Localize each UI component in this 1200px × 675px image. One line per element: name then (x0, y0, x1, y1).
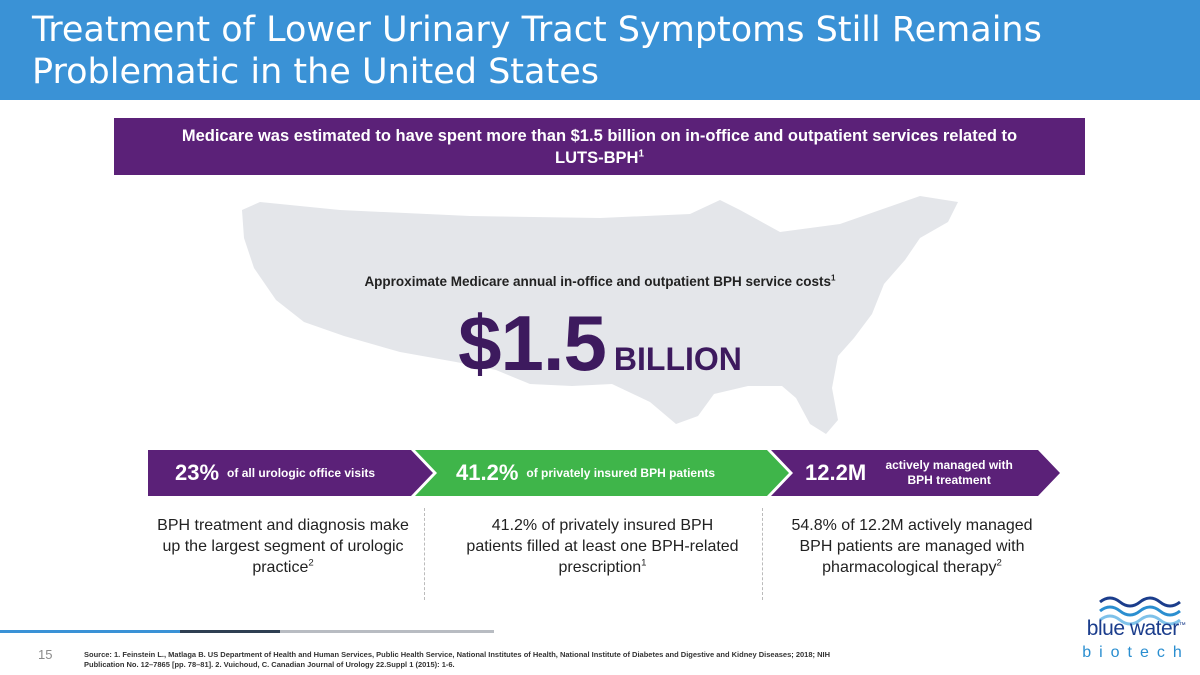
logo-line1: blue water (1086, 617, 1179, 640)
page-number: 15 (38, 647, 53, 662)
slide-title: Treatment of Lower Urinary Tract Symptom… (32, 10, 1042, 92)
summary-banner: Medicare was estimated to have spent mor… (114, 118, 1085, 175)
header-bar: Treatment of Lower Urinary Tract Symptom… (0, 0, 1200, 100)
stat-2-description: 41.2% of privately insured BPH patients … (465, 515, 740, 578)
footer-bar-navy (180, 630, 280, 633)
footer-bar-gray (280, 630, 494, 633)
stats-arrow-bar (148, 450, 1060, 496)
stat-3: 12.2M actively managed with BPH treatmen… (805, 450, 1014, 496)
logo-tm: ™ (1178, 622, 1186, 629)
source-citation: Source: 1. Feinstein L., Matlaga B. US D… (84, 650, 831, 669)
stat-1-description-text: BPH treatment and diagnosis make up the … (157, 517, 409, 576)
cost-label: Approximate Medicare annual in-office an… (200, 274, 1000, 289)
stat-2: 41.2% of privately insured BPH patients (456, 450, 715, 496)
stat-2-value: 41.2% (456, 460, 519, 485)
cost-unit: BILLION (613, 341, 742, 377)
stat-3-description-text: 54.8% of 12.2M actively managed BPH pati… (791, 517, 1033, 576)
stat-3-value: 12.2M (805, 460, 867, 485)
stat-3-description: 54.8% of 12.2M actively managed BPH pati… (782, 515, 1042, 578)
banner-text: Medicare was estimated to have spent mor… (181, 126, 1018, 167)
stat-1-value: 23% (175, 460, 220, 485)
stat-1: 23% of all urologic office visits (175, 450, 375, 496)
stat-1-ref: 2 (308, 557, 314, 569)
divider (762, 508, 763, 600)
banner-ref: 1 (638, 148, 644, 159)
cost-value: $1.5 BILLION (300, 298, 900, 389)
wave-icon (1099, 596, 1181, 626)
stat-2-ref: 1 (641, 557, 647, 569)
us-map-icon (242, 196, 958, 434)
arrow-segment-1 (148, 450, 433, 496)
cost-number: $1.5 (458, 299, 607, 387)
stat-3-label: actively managed with BPH treatment (885, 458, 1013, 487)
cost-label-ref: 1 (831, 273, 836, 283)
stat-1-description: BPH treatment and diagnosis make up the … (150, 515, 416, 578)
logo-text-primary: blue water™ (1081, 617, 1191, 641)
stat-2-label: of privately insured BPH patients (526, 466, 716, 480)
stat-1-label: of all urologic office visits (227, 466, 376, 480)
footer-bar-blue (0, 630, 180, 633)
arrow-segment-3 (771, 450, 1060, 496)
cost-label-text: Approximate Medicare annual in-office an… (364, 274, 832, 289)
logo-text-secondary: biotech (1082, 644, 1190, 661)
banner-text-wrap: Medicare was estimated to have spent mor… (170, 125, 1030, 169)
divider (424, 508, 425, 600)
stat-3-ref: 2 (996, 557, 1002, 569)
stat-2-description-text: 41.2% of privately insured BPH patients … (466, 517, 739, 576)
arrow-segment-2 (415, 450, 789, 496)
